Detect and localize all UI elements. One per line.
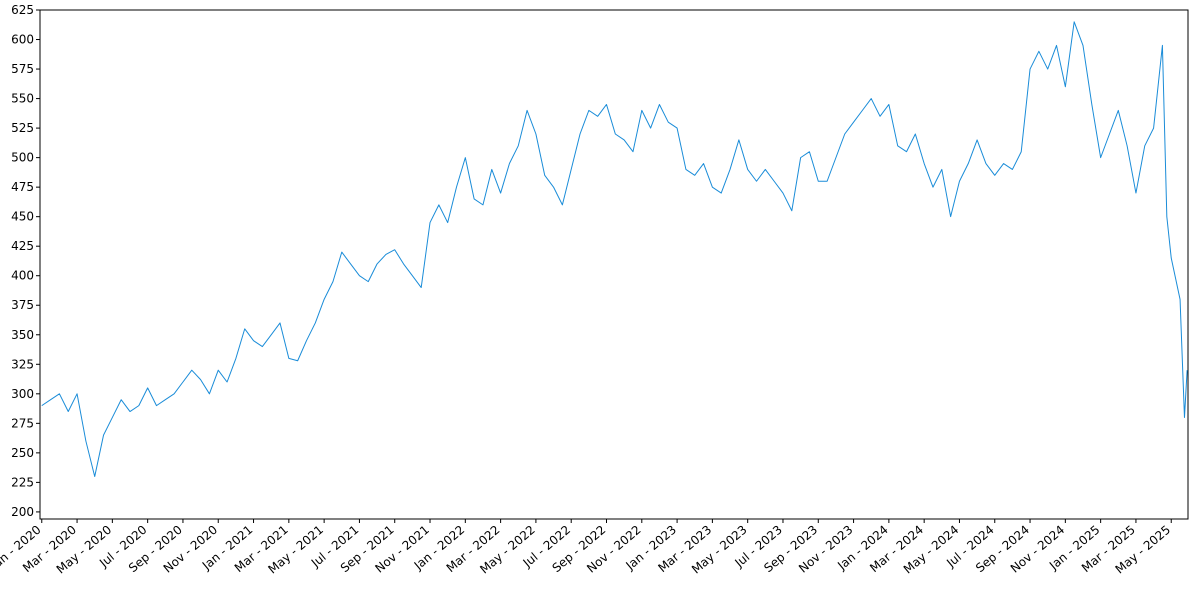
plot-frame (39, 9, 1189, 520)
y-tick-label: 225 (11, 475, 34, 489)
y-tick-label: 375 (11, 298, 34, 312)
y-tick-label: 500 (11, 151, 34, 165)
y-tick-label: 425 (11, 239, 34, 253)
y-tick-label: 600 (11, 33, 34, 47)
y-tick-label: 325 (11, 357, 34, 371)
y-tick-label: 400 (11, 269, 34, 283)
y-tick-label: 450 (11, 210, 34, 224)
y-tick-label: 525 (11, 121, 34, 135)
y-tick-label: 575 (11, 62, 34, 76)
price-line (41, 21, 1188, 477)
y-tick-label: 475 (11, 180, 34, 194)
y-tick-label: 550 (11, 92, 34, 106)
y-tick-label: 350 (11, 328, 34, 342)
y-tick-label: 300 (11, 387, 34, 401)
y-tick-label: 200 (11, 505, 34, 519)
y-tick-label: 275 (11, 416, 34, 430)
y-tick-label: 250 (11, 446, 34, 460)
y-tick-label: 625 (11, 3, 34, 17)
